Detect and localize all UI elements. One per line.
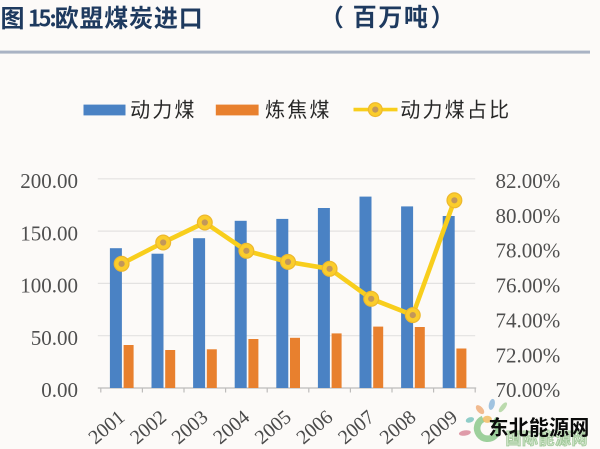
svg-text:150.00: 150.00: [20, 221, 78, 245]
svg-text:76.00%: 76.00%: [496, 274, 561, 298]
svg-text:82.00%: 82.00%: [496, 169, 561, 193]
svg-text:74.00%: 74.00%: [496, 309, 561, 333]
svg-text:72.00%: 72.00%: [496, 343, 561, 367]
svg-text:200.00: 200.00: [20, 169, 78, 193]
svg-text:100.00: 100.00: [20, 274, 78, 298]
svg-text:80.00%: 80.00%: [496, 204, 561, 228]
svg-text:50.00: 50.00: [31, 326, 78, 350]
svg-text:0.00: 0.00: [41, 378, 78, 402]
svg-text:70.00%: 70.00%: [496, 378, 561, 402]
svg-text:78.00%: 78.00%: [496, 239, 561, 263]
